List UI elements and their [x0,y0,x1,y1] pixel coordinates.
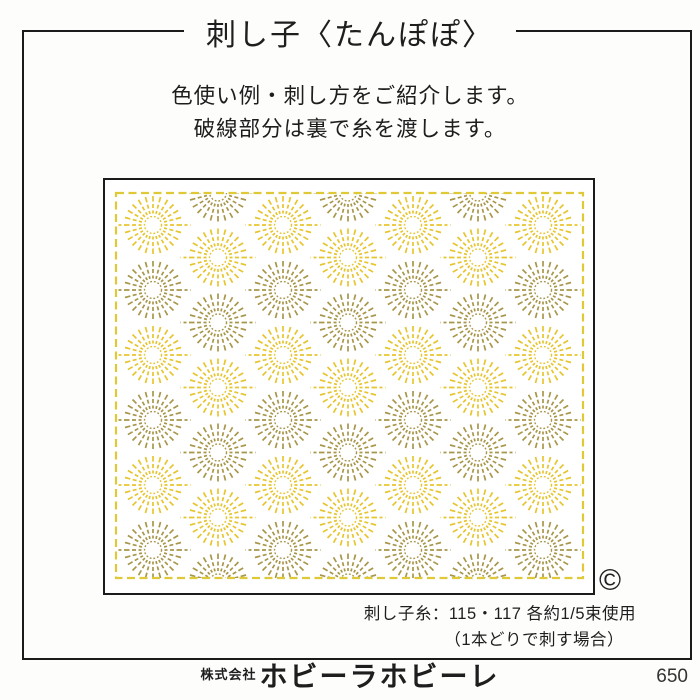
intro-line-2: 破線部分は裏で糸を渡します。 [193,117,507,141]
thread-info-line-1: 刺し子糸：115・117 各約1/5束使用 [363,605,636,623]
page-number: 650 [656,666,688,687]
copyright-mark: © [599,564,622,597]
thread-info-line-2: （1本どりで刺す場合） [444,631,624,649]
pattern-box-border [103,178,595,595]
intro-line-1: 色使い例・刺し方をご紹介します。 [171,84,529,108]
company-logo: 株式会社 ホビーラホビーレ [0,660,700,694]
dandelion-motif-layer [116,193,581,578]
sashiko-pattern-panel [103,178,595,595]
yellow-dashed-stitch-border [114,191,585,580]
thread-info: 刺し子糸：115・117 各約1/5束使用 （1本どりで刺す場合） [364,601,636,653]
intro-text: 色使い例・刺し方をご紹介します。 破線部分は裏で糸を渡します。 [0,80,700,146]
page-title: 刺し子〈たんぽぽ〉 [184,10,516,54]
company-name: ホビーラホビーレ [259,661,500,692]
sashiko-pattern-canvas [103,178,595,595]
company-prefix: 株式会社 [200,667,257,682]
